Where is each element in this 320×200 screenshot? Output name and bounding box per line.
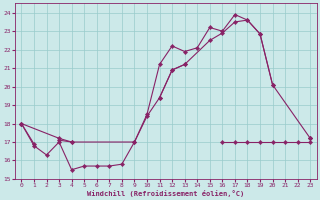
X-axis label: Windchill (Refroidissement éolien,°C): Windchill (Refroidissement éolien,°C): [87, 190, 244, 197]
